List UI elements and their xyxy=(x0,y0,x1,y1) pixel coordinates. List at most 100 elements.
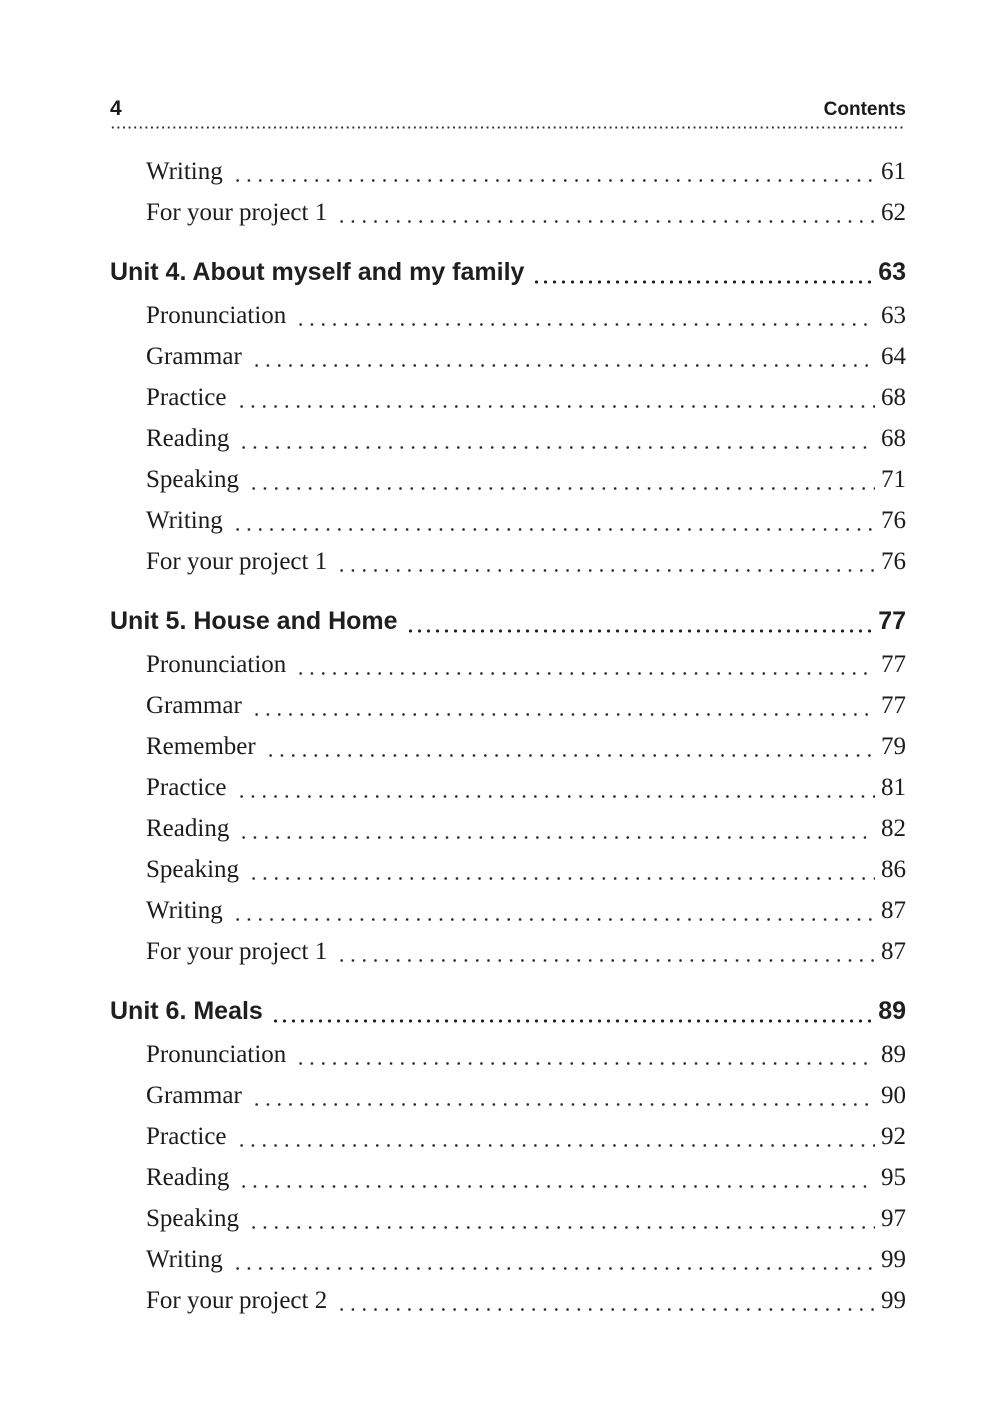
toc-entry: Practice 68 xyxy=(110,377,906,418)
toc-entry-page: 62 xyxy=(881,199,906,226)
dot-leader xyxy=(250,336,875,377)
toc-entry-page: 64 xyxy=(881,343,906,370)
toc-entry: Grammar 77 xyxy=(110,685,906,726)
toc-entry-page: 77 xyxy=(881,651,906,678)
toc-entry-page: 68 xyxy=(881,425,906,452)
toc-entry-page: 87 xyxy=(881,938,906,965)
toc-entry-label: Grammar xyxy=(146,692,242,719)
toc-entry-label: Practice xyxy=(146,1123,227,1150)
dot-leader xyxy=(248,1198,875,1239)
toc-entry-page: 95 xyxy=(881,1164,906,1191)
page-number: 4 xyxy=(110,97,122,120)
toc-entry-label: Pronunciation xyxy=(146,651,287,678)
toc-entry: Reading 68 xyxy=(110,418,906,459)
toc-entry-label: Writing xyxy=(146,158,223,185)
toc-entry-label: For your project 1 xyxy=(146,548,328,575)
dot-leader xyxy=(235,377,875,418)
toc-entry: Practice 92 xyxy=(110,1116,906,1157)
toc-entry-page: 79 xyxy=(881,733,906,760)
toc-entry: Speaking 71 xyxy=(110,459,906,500)
toc-entry-page: 63 xyxy=(881,302,906,329)
toc-entry-page: 82 xyxy=(881,815,906,842)
toc-unit-heading-label: Unit 6. Meals xyxy=(110,997,263,1025)
dot-leader xyxy=(336,541,875,582)
toc-entry-label: Speaking xyxy=(146,856,240,883)
toc-entry-label: Speaking xyxy=(146,466,240,493)
toc-entry-label: Pronunciation xyxy=(146,302,287,329)
dot-leader xyxy=(405,599,874,644)
toc-entry: For your project 1 87 xyxy=(110,931,906,972)
dot-leader xyxy=(336,931,875,972)
toc-entry-page: 76 xyxy=(881,548,906,575)
toc-unit-heading-label: Unit 4. About myself and my family xyxy=(110,258,525,286)
dot-leader xyxy=(238,808,875,849)
toc-entry-page: 90 xyxy=(881,1082,906,1109)
toc-entry-label: Practice xyxy=(146,774,227,801)
dot-leader xyxy=(264,726,875,767)
toc-entry: Speaking 86 xyxy=(110,849,906,890)
toc-entry-label: Remember xyxy=(146,733,256,760)
dot-leader xyxy=(270,989,874,1034)
dot-leader xyxy=(295,1034,875,1075)
toc-entry-label: Reading xyxy=(146,425,230,452)
toc-entry: Practice 81 xyxy=(110,767,906,808)
toc-entry-page: 99 xyxy=(881,1287,906,1314)
toc-entry-page: 81 xyxy=(881,774,906,801)
header-dotted-rule xyxy=(110,125,906,130)
dot-leader xyxy=(235,767,875,808)
table-of-contents: Writing 61 For your project 1 62 Unit 4. Abo… xyxy=(110,151,906,1321)
page-content: 4 Contents Writing 61 For your project 1 62… xyxy=(110,0,906,1321)
toc-entry: For your project 2 99 xyxy=(110,1280,906,1321)
toc-entry-page: 87 xyxy=(881,897,906,924)
dot-leader xyxy=(238,1157,875,1198)
toc-entry-label: Grammar xyxy=(146,343,242,370)
dot-leader xyxy=(235,1116,875,1157)
toc-entry: Reading 95 xyxy=(110,1157,906,1198)
dot-leader xyxy=(231,1239,875,1280)
dot-leader xyxy=(231,151,875,192)
dot-leader xyxy=(295,295,875,336)
dot-leader xyxy=(231,500,875,541)
toc-unit-heading-label: Unit 5. House and Home xyxy=(110,607,398,635)
toc-entry: Pronunciation 63 xyxy=(110,295,906,336)
toc-entry-page: 97 xyxy=(881,1205,906,1232)
dot-leader xyxy=(336,1280,875,1321)
toc-entry-label: Pronunciation xyxy=(146,1041,287,1068)
toc-entry-page: 76 xyxy=(881,507,906,534)
toc-entry-page: 68 xyxy=(881,384,906,411)
dot-leader xyxy=(250,685,875,726)
toc-entry: Grammar 90 xyxy=(110,1075,906,1116)
toc-entry-label: For your project 2 xyxy=(146,1287,328,1314)
toc-entry-label: Writing xyxy=(146,897,223,924)
toc-entry-label: Grammar xyxy=(146,1082,242,1109)
toc-entry-label: Writing xyxy=(146,1246,223,1273)
running-header-title: Contents xyxy=(823,99,906,120)
toc-entry: For your project 1 76 xyxy=(110,541,906,582)
toc-entry: Grammar 64 xyxy=(110,336,906,377)
dot-leader xyxy=(248,459,875,500)
toc-entry-label: Practice xyxy=(146,384,227,411)
toc-entry: Writing 87 xyxy=(110,890,906,931)
toc-entry-label: For your project 1 xyxy=(146,938,328,965)
toc-unit-heading-page: 89 xyxy=(878,997,906,1025)
toc-entry: For your project 1 62 xyxy=(110,192,906,233)
toc-unit-heading: Unit 5. House and Home 77 xyxy=(110,599,906,644)
toc-entry-page: 86 xyxy=(881,856,906,883)
toc-entry: Writing 76 xyxy=(110,500,906,541)
toc-entry: Writing 61 xyxy=(110,151,906,192)
toc-entry-page: 61 xyxy=(881,158,906,185)
toc-entry-label: Speaking xyxy=(146,1205,240,1232)
dot-leader xyxy=(238,418,875,459)
dot-leader xyxy=(248,849,875,890)
dot-leader xyxy=(250,1075,875,1116)
toc-unit-heading-page: 63 xyxy=(878,258,906,286)
dot-leader xyxy=(532,250,874,295)
toc-entry: Writing 99 xyxy=(110,1239,906,1280)
toc-entry-page: 77 xyxy=(881,692,906,719)
toc-entry: Pronunciation 77 xyxy=(110,644,906,685)
toc-entry-label: Reading xyxy=(146,815,230,842)
toc-entry-label: Reading xyxy=(146,1164,230,1191)
toc-entry-page: 89 xyxy=(881,1041,906,1068)
toc-unit-heading: Unit 4. About myself and my family 63 xyxy=(110,250,906,295)
